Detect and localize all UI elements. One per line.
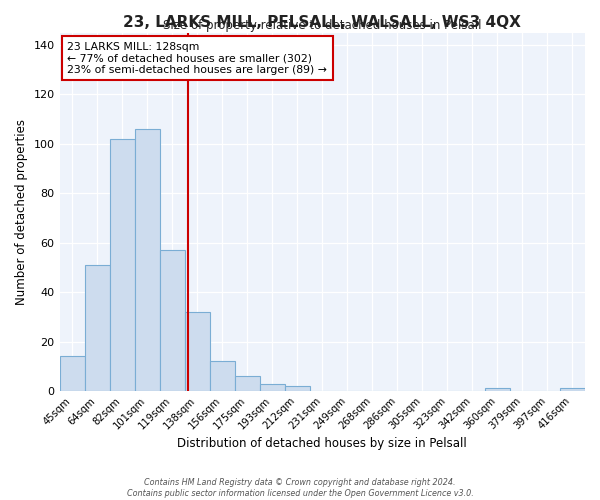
Bar <box>235 376 260 391</box>
Y-axis label: Number of detached properties: Number of detached properties <box>15 119 28 305</box>
Bar <box>560 388 585 391</box>
Bar <box>260 384 285 391</box>
Bar <box>485 388 510 391</box>
Text: Contains HM Land Registry data © Crown copyright and database right 2024.
Contai: Contains HM Land Registry data © Crown c… <box>127 478 473 498</box>
Bar <box>134 129 160 391</box>
Bar <box>285 386 310 391</box>
Bar <box>110 139 134 391</box>
Text: Size of property relative to detached houses in Pelsall: Size of property relative to detached ho… <box>163 19 482 32</box>
Bar <box>85 265 110 391</box>
X-axis label: Distribution of detached houses by size in Pelsall: Distribution of detached houses by size … <box>178 437 467 450</box>
Text: 23 LARKS MILL: 128sqm
← 77% of detached houses are smaller (302)
23% of semi-det: 23 LARKS MILL: 128sqm ← 77% of detached … <box>67 42 327 74</box>
Bar <box>185 312 209 391</box>
Bar <box>160 250 185 391</box>
Title: 23, LARKS MILL, PELSALL, WALSALL, WS3 4QX: 23, LARKS MILL, PELSALL, WALSALL, WS3 4Q… <box>124 15 521 30</box>
Bar <box>209 362 235 391</box>
Bar <box>59 356 85 391</box>
